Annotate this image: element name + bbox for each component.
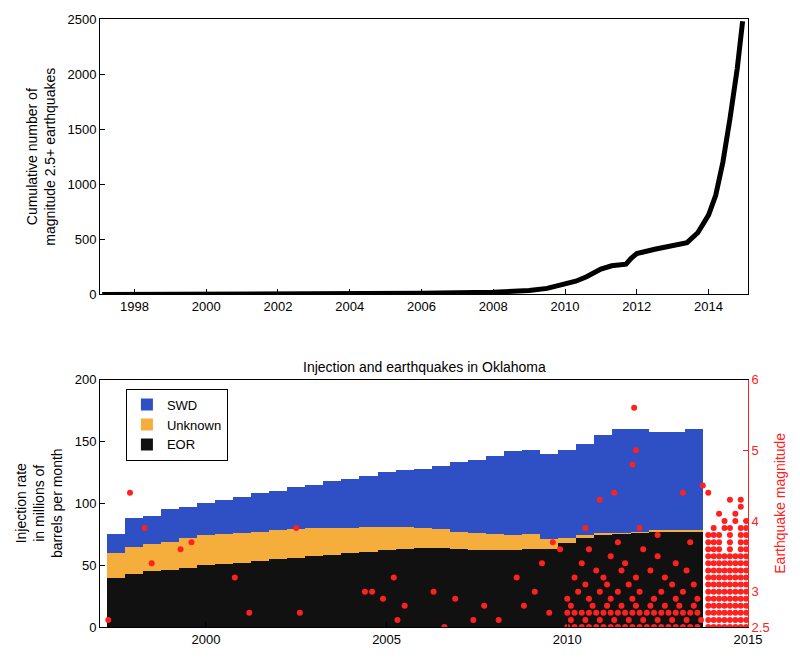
svg-text:6: 6 (752, 372, 759, 387)
svg-text:2004: 2004 (335, 299, 364, 314)
svg-text:Injection ratein millions ofba: Injection ratein millions ofbarrels per … (13, 448, 65, 558)
svg-text:Injection and earthquakes in O: Injection and earthquakes in Oklahoma (303, 359, 546, 375)
svg-text:Unknown: Unknown (167, 418, 221, 433)
svg-text:50: 50 (82, 558, 96, 573)
svg-text:0: 0 (89, 620, 96, 635)
svg-text:2012: 2012 (622, 299, 651, 314)
svg-text:1500: 1500 (67, 122, 96, 137)
svg-text:4: 4 (752, 513, 759, 528)
svg-text:100: 100 (75, 496, 97, 511)
svg-text:2000: 2000 (67, 67, 96, 82)
svg-text:2.5: 2.5 (752, 620, 770, 635)
svg-text:2002: 2002 (264, 299, 293, 314)
svg-text:2014: 2014 (694, 299, 723, 314)
svg-text:SWD: SWD (167, 398, 197, 413)
svg-text:150: 150 (75, 434, 97, 449)
svg-text:1000: 1000 (67, 177, 96, 192)
svg-text:2015: 2015 (734, 632, 763, 647)
svg-text:5: 5 (752, 443, 759, 458)
svg-text:2000: 2000 (192, 299, 221, 314)
svg-text:3: 3 (752, 584, 759, 599)
svg-text:EOR: EOR (167, 437, 195, 452)
svg-text:2010: 2010 (553, 632, 582, 647)
svg-text:2005: 2005 (372, 632, 401, 647)
svg-text:2000: 2000 (191, 632, 220, 647)
svg-text:2500: 2500 (67, 12, 96, 27)
svg-text:Earthquake magnitude: Earthquake magnitude (772, 433, 788, 574)
svg-text:2006: 2006 (407, 299, 436, 314)
svg-text:500: 500 (75, 232, 97, 247)
svg-text:2008: 2008 (479, 299, 508, 314)
svg-text:0: 0 (89, 287, 96, 302)
svg-text:2010: 2010 (551, 299, 580, 314)
svg-text:Cumulative number ofmagnitude: Cumulative number ofmagnitude 2.5+ earth… (24, 68, 58, 246)
svg-text:200: 200 (75, 372, 97, 387)
svg-text:1998: 1998 (120, 299, 149, 314)
